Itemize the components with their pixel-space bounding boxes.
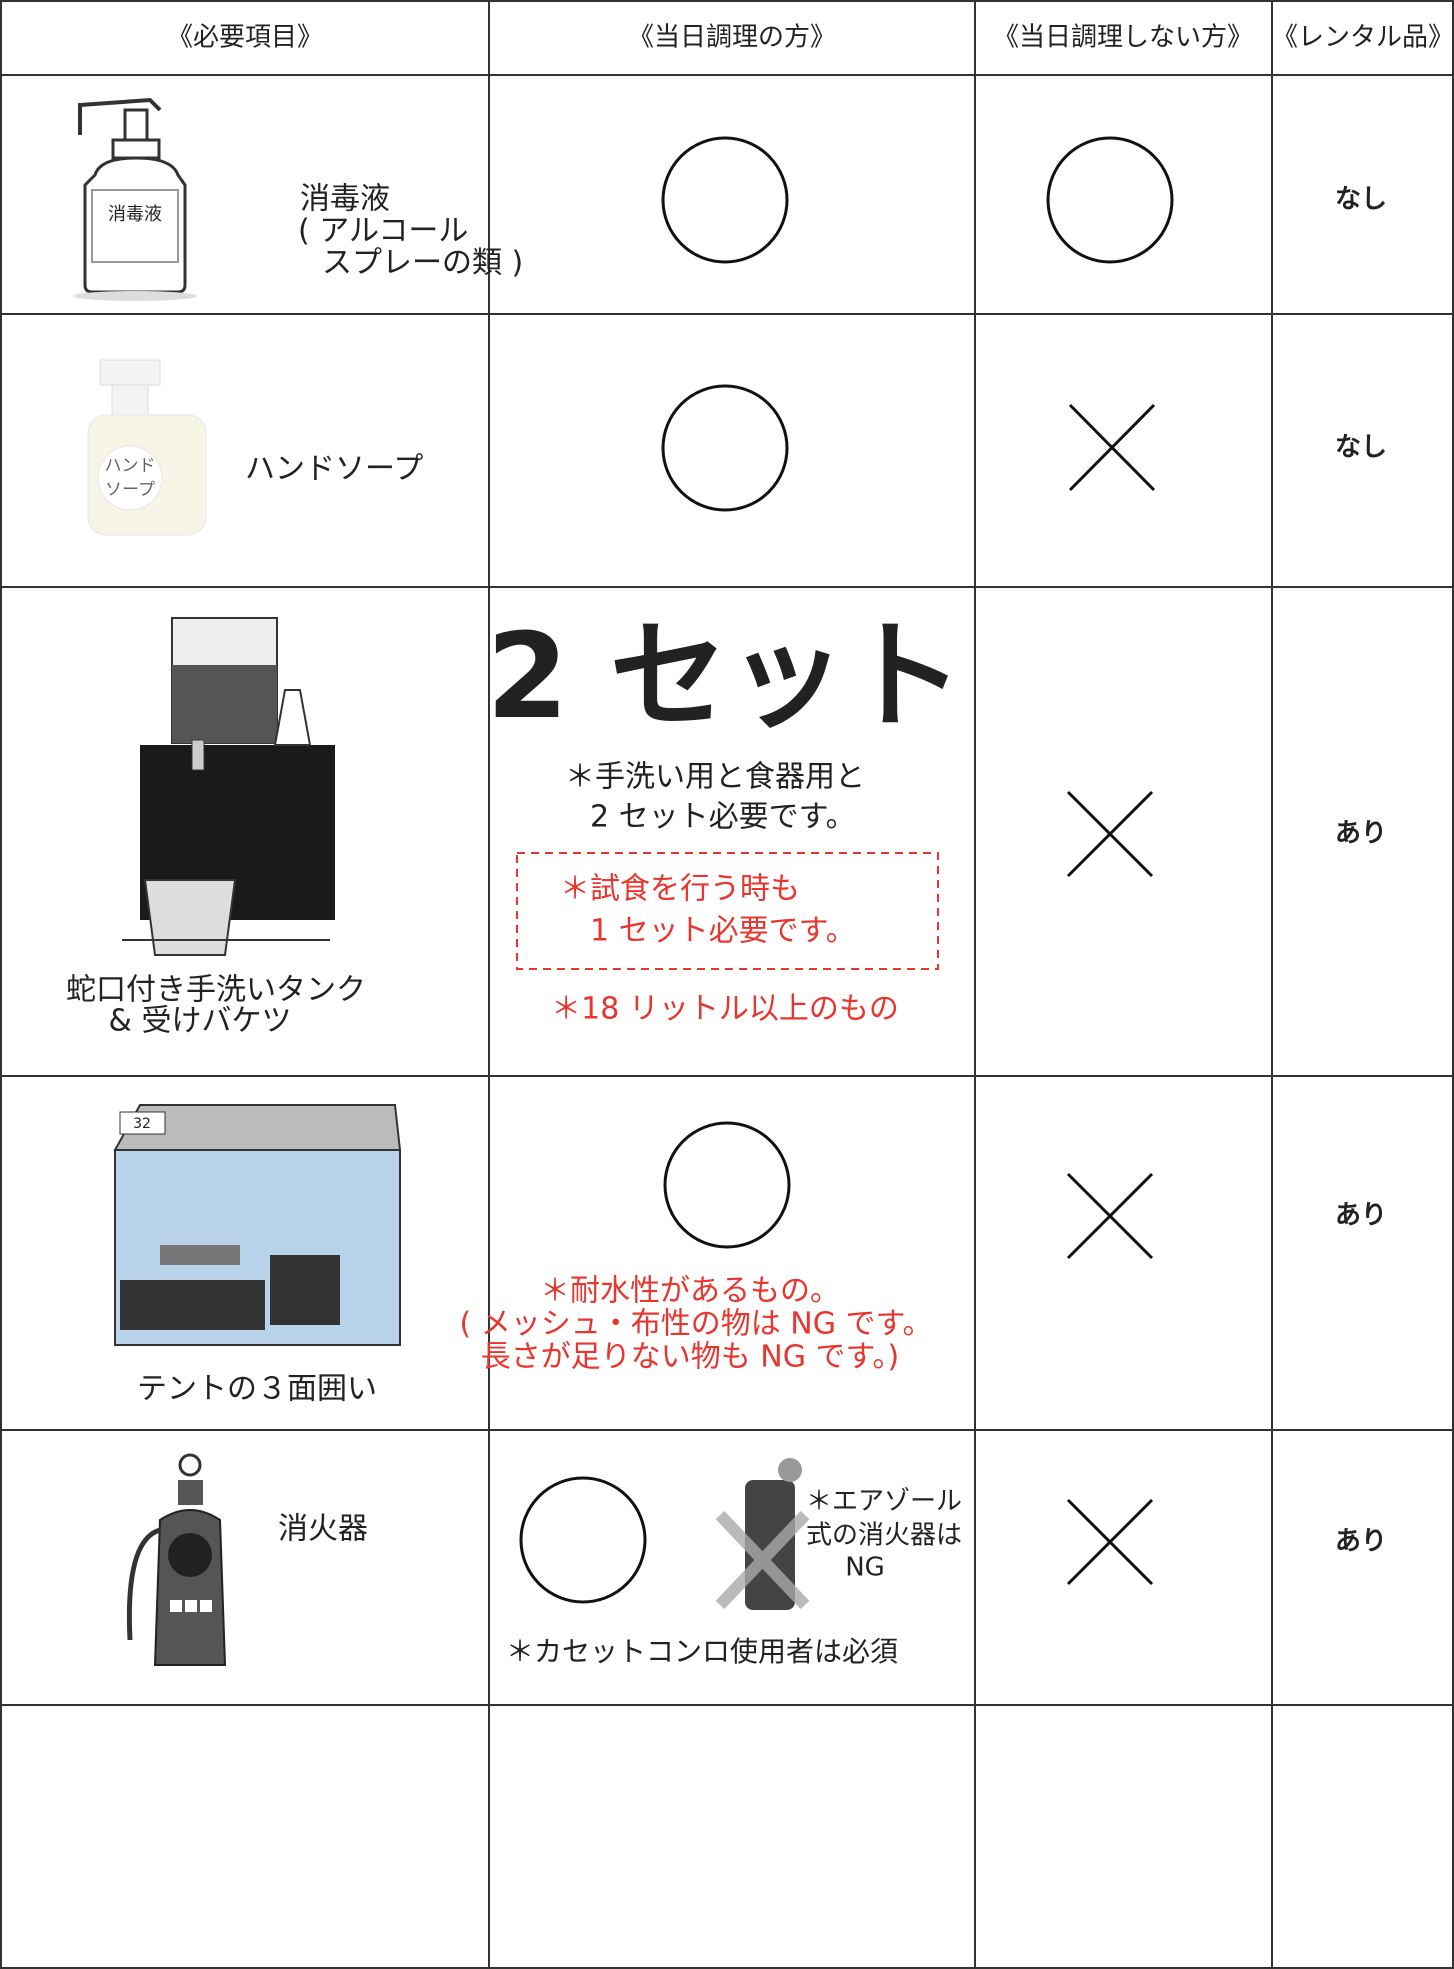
circle-mark <box>1046 136 1174 264</box>
circle-mark <box>661 384 789 512</box>
soap-label: ハンド <box>105 456 156 476</box>
hand-wash-tank <box>122 617 335 956</box>
item-label: ハンドソープ <box>245 452 423 487</box>
item-label: & 受けバケツ <box>109 1004 292 1039</box>
tent-illustration: 32 <box>113 1104 402 1346</box>
item-label: 蛇口付き手洗いタンク <box>66 973 366 1008</box>
item-label: ( アルコール <box>298 214 468 249</box>
boxed-note: ＊試食を行う時も <box>560 872 800 907</box>
note: 2 セット必要です。 <box>590 800 856 835</box>
disinfectant-bottle: 消毒液 <box>73 97 197 301</box>
circle-mark <box>663 1121 791 1249</box>
note: ＊手洗い用と食器用と <box>565 760 865 795</box>
dashed-box <box>516 852 939 970</box>
aerosol-can <box>715 1458 810 1610</box>
rental-status: あり <box>1335 1201 1387 1231</box>
hand-soap-bottle: ハンド ソープ <box>87 359 207 536</box>
tent-sign: 32 <box>133 1116 151 1132</box>
cross-mark <box>1068 403 1156 492</box>
aerosol-note: NG <box>845 1553 885 1583</box>
item-label: スプレーの類 ) <box>322 246 523 281</box>
rental-status: なし <box>1335 185 1387 215</box>
bottle-label: 消毒液 <box>108 204 162 225</box>
item-label: テントの３面囲い <box>137 1372 377 1407</box>
header-cell: 《当日調理の方》 <box>628 23 836 53</box>
cross-mark <box>1066 1172 1154 1260</box>
item-label: 消毒液 <box>300 182 390 217</box>
header-cell: 《当日調理しない方》 <box>993 23 1253 53</box>
boxed-note: 1 セット必要です。 <box>590 914 856 949</box>
fire-extinguisher <box>126 1453 227 1666</box>
cross-mark <box>1066 790 1154 878</box>
circle-mark <box>661 136 789 264</box>
aerosol-note: 式の消火器は <box>806 1521 962 1551</box>
circle-mark <box>519 1476 647 1604</box>
aerosol-note: ＊エアゾール <box>806 1487 962 1517</box>
note: ＊カセットコンロ使用者は必須 <box>506 1635 898 1668</box>
red-note: ( メッシュ・布性の物は NG です。 <box>459 1307 932 1342</box>
set-count: 2 セット <box>486 607 963 745</box>
cross-mark <box>1066 1498 1154 1586</box>
rental-status: あり <box>1335 819 1387 849</box>
red-note: ＊耐水性があるもの。 <box>540 1274 840 1309</box>
item-label: 消火器 <box>278 1512 368 1547</box>
header-cell: 《レンタル品》 <box>1272 23 1454 53</box>
red-note: 長さが足りない物も NG です。) <box>481 1340 899 1375</box>
red-note: ＊18 リットル以上のもの <box>551 992 899 1027</box>
soap-label: ソープ <box>105 480 155 500</box>
rental-status: なし <box>1335 433 1387 463</box>
header-cell: 《必要項目》 <box>167 23 323 53</box>
rental-status: あり <box>1335 1527 1387 1557</box>
